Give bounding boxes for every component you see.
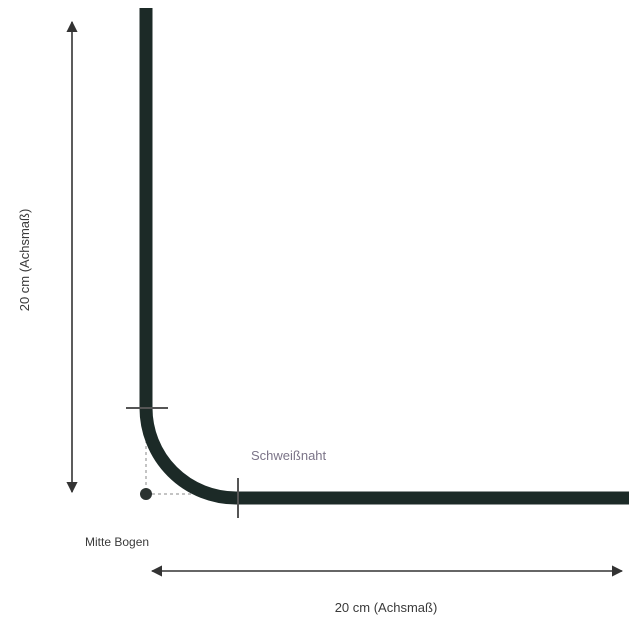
vertical-dimension-label: 20 cm (Achsmaß)	[17, 209, 32, 312]
weld-seam-label: Schweißnaht	[251, 448, 327, 463]
bend-center-label: Mitte Bogen	[85, 535, 149, 549]
horizontal-dimension-label: 20 cm (Achsmaß)	[335, 600, 438, 615]
bend-center-point	[140, 488, 152, 500]
pipe	[139, 8, 629, 505]
